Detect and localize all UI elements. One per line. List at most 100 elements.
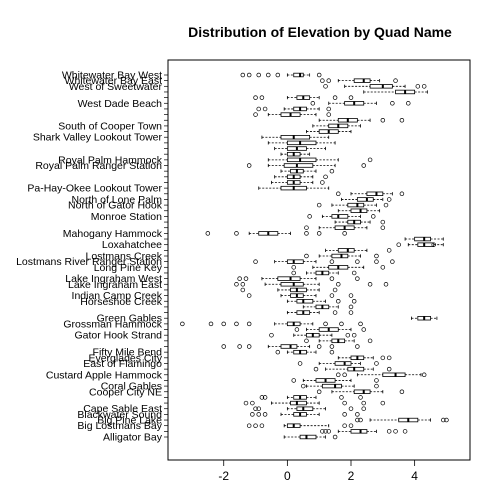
y-tick-label: Whitewater Bay West: [62, 70, 162, 82]
y-tick-label: Royal Palm Ranger Station: [35, 160, 162, 172]
outlier-point: [339, 395, 344, 400]
box-group: [301, 383, 379, 389]
outlier-point: [259, 95, 265, 100]
outlier-point: [332, 287, 338, 293]
box-iqr: [290, 287, 307, 293]
box-group: [267, 157, 373, 163]
outlier-point: [301, 383, 306, 389]
outlier-point: [355, 259, 360, 264]
box-iqr: [321, 383, 342, 389]
outlier-point: [253, 423, 258, 428]
box-group: [396, 242, 444, 247]
box-group: [269, 332, 357, 338]
outlier-point: [336, 191, 341, 197]
outlier-point: [374, 253, 379, 259]
outlier-point: [342, 400, 347, 406]
outlier-point: [256, 412, 261, 417]
outlier-point: [304, 225, 309, 230]
box-group: [246, 293, 354, 298]
outlier-point: [415, 84, 421, 89]
outlier-point: [180, 321, 185, 327]
outlier-point: [246, 423, 252, 428]
outlier-point: [313, 366, 319, 372]
y-tick-label: Fifty Mile Bend: [93, 347, 163, 359]
outlier-point: [380, 400, 386, 406]
box-group: [246, 423, 354, 428]
y-tick-label: Long Pine Key: [94, 262, 163, 274]
box-group: [234, 282, 389, 287]
y-tick-label: Big Lostmans Bay: [77, 420, 162, 432]
outlier-point: [336, 299, 341, 304]
box-group: [180, 321, 363, 327]
outlier-point: [441, 417, 446, 423]
outlier-point: [348, 95, 354, 100]
y-tick-label: Custard Apple Hammock: [46, 369, 163, 381]
outlier-point: [374, 383, 379, 389]
box-group: [355, 417, 449, 423]
box-group: [253, 259, 395, 264]
box-group: [318, 117, 405, 123]
box-group: [306, 129, 352, 134]
outlier-point: [374, 259, 379, 264]
outlier-point: [243, 276, 249, 281]
box-group: [280, 151, 311, 157]
outlier-point: [367, 282, 373, 287]
box-group: [253, 406, 366, 411]
outlier-point: [256, 406, 261, 411]
box-iqr: [366, 191, 384, 196]
outlier-point: [386, 429, 392, 434]
y-tick-label: Lake Ingraham East: [68, 279, 162, 291]
outlier-point: [307, 214, 312, 219]
box-iqr: [280, 135, 311, 140]
y-tick-label: Alligator Bay: [103, 432, 163, 444]
box-group: [291, 265, 386, 270]
outlier-point: [386, 248, 392, 253]
box-iqr: [334, 361, 352, 366]
outlier-point: [336, 282, 341, 287]
outlier-point: [355, 344, 360, 349]
outlier-point: [371, 214, 376, 219]
outlier-point: [256, 72, 261, 78]
outlier-point: [361, 327, 366, 332]
y-tick-label: Lostmans Creek: [86, 251, 163, 263]
outlier-point: [342, 412, 347, 417]
x-tick-label: -2: [218, 469, 229, 483]
y-tick-label: Coral Gables: [101, 381, 162, 393]
outlier-point: [374, 361, 379, 366]
outlier-point: [221, 344, 226, 349]
outlier-point: [386, 355, 392, 361]
outlier-point: [351, 270, 357, 276]
outlier-point: [402, 429, 408, 434]
box-group: [256, 106, 331, 112]
outlier-point: [237, 344, 242, 349]
outlier-point: [291, 265, 296, 270]
outlier-point: [396, 242, 401, 247]
outlier-point: [421, 84, 427, 89]
outlier-point: [367, 157, 373, 163]
box-group: [316, 202, 389, 208]
y-tick-label: East of Flamingo: [83, 358, 162, 370]
outlier-point: [329, 349, 335, 355]
outlier-point: [316, 202, 322, 208]
y-tick-label: Pa-Hay-Okee Lookout Tower: [27, 183, 162, 195]
outlier-point: [266, 72, 271, 78]
y-tick-label: Royal Palm Hammock: [58, 154, 163, 166]
outlier-point: [342, 231, 347, 236]
x-tick-label: 2: [348, 469, 355, 483]
outlier-point: [250, 412, 255, 417]
box-group: [304, 225, 386, 230]
outlier-point: [253, 112, 258, 117]
outlier-point: [323, 174, 328, 180]
outlier-point: [380, 117, 386, 123]
outlier-point: [259, 423, 265, 428]
box-group: [316, 389, 405, 395]
box-group: [221, 344, 360, 349]
box-group: [336, 191, 405, 197]
outlier-point: [399, 117, 405, 123]
outlier-point: [234, 321, 239, 327]
outlier-point: [329, 168, 335, 174]
box-group: [259, 395, 363, 400]
box-iqr: [356, 197, 374, 202]
outlier-point: [291, 270, 296, 276]
